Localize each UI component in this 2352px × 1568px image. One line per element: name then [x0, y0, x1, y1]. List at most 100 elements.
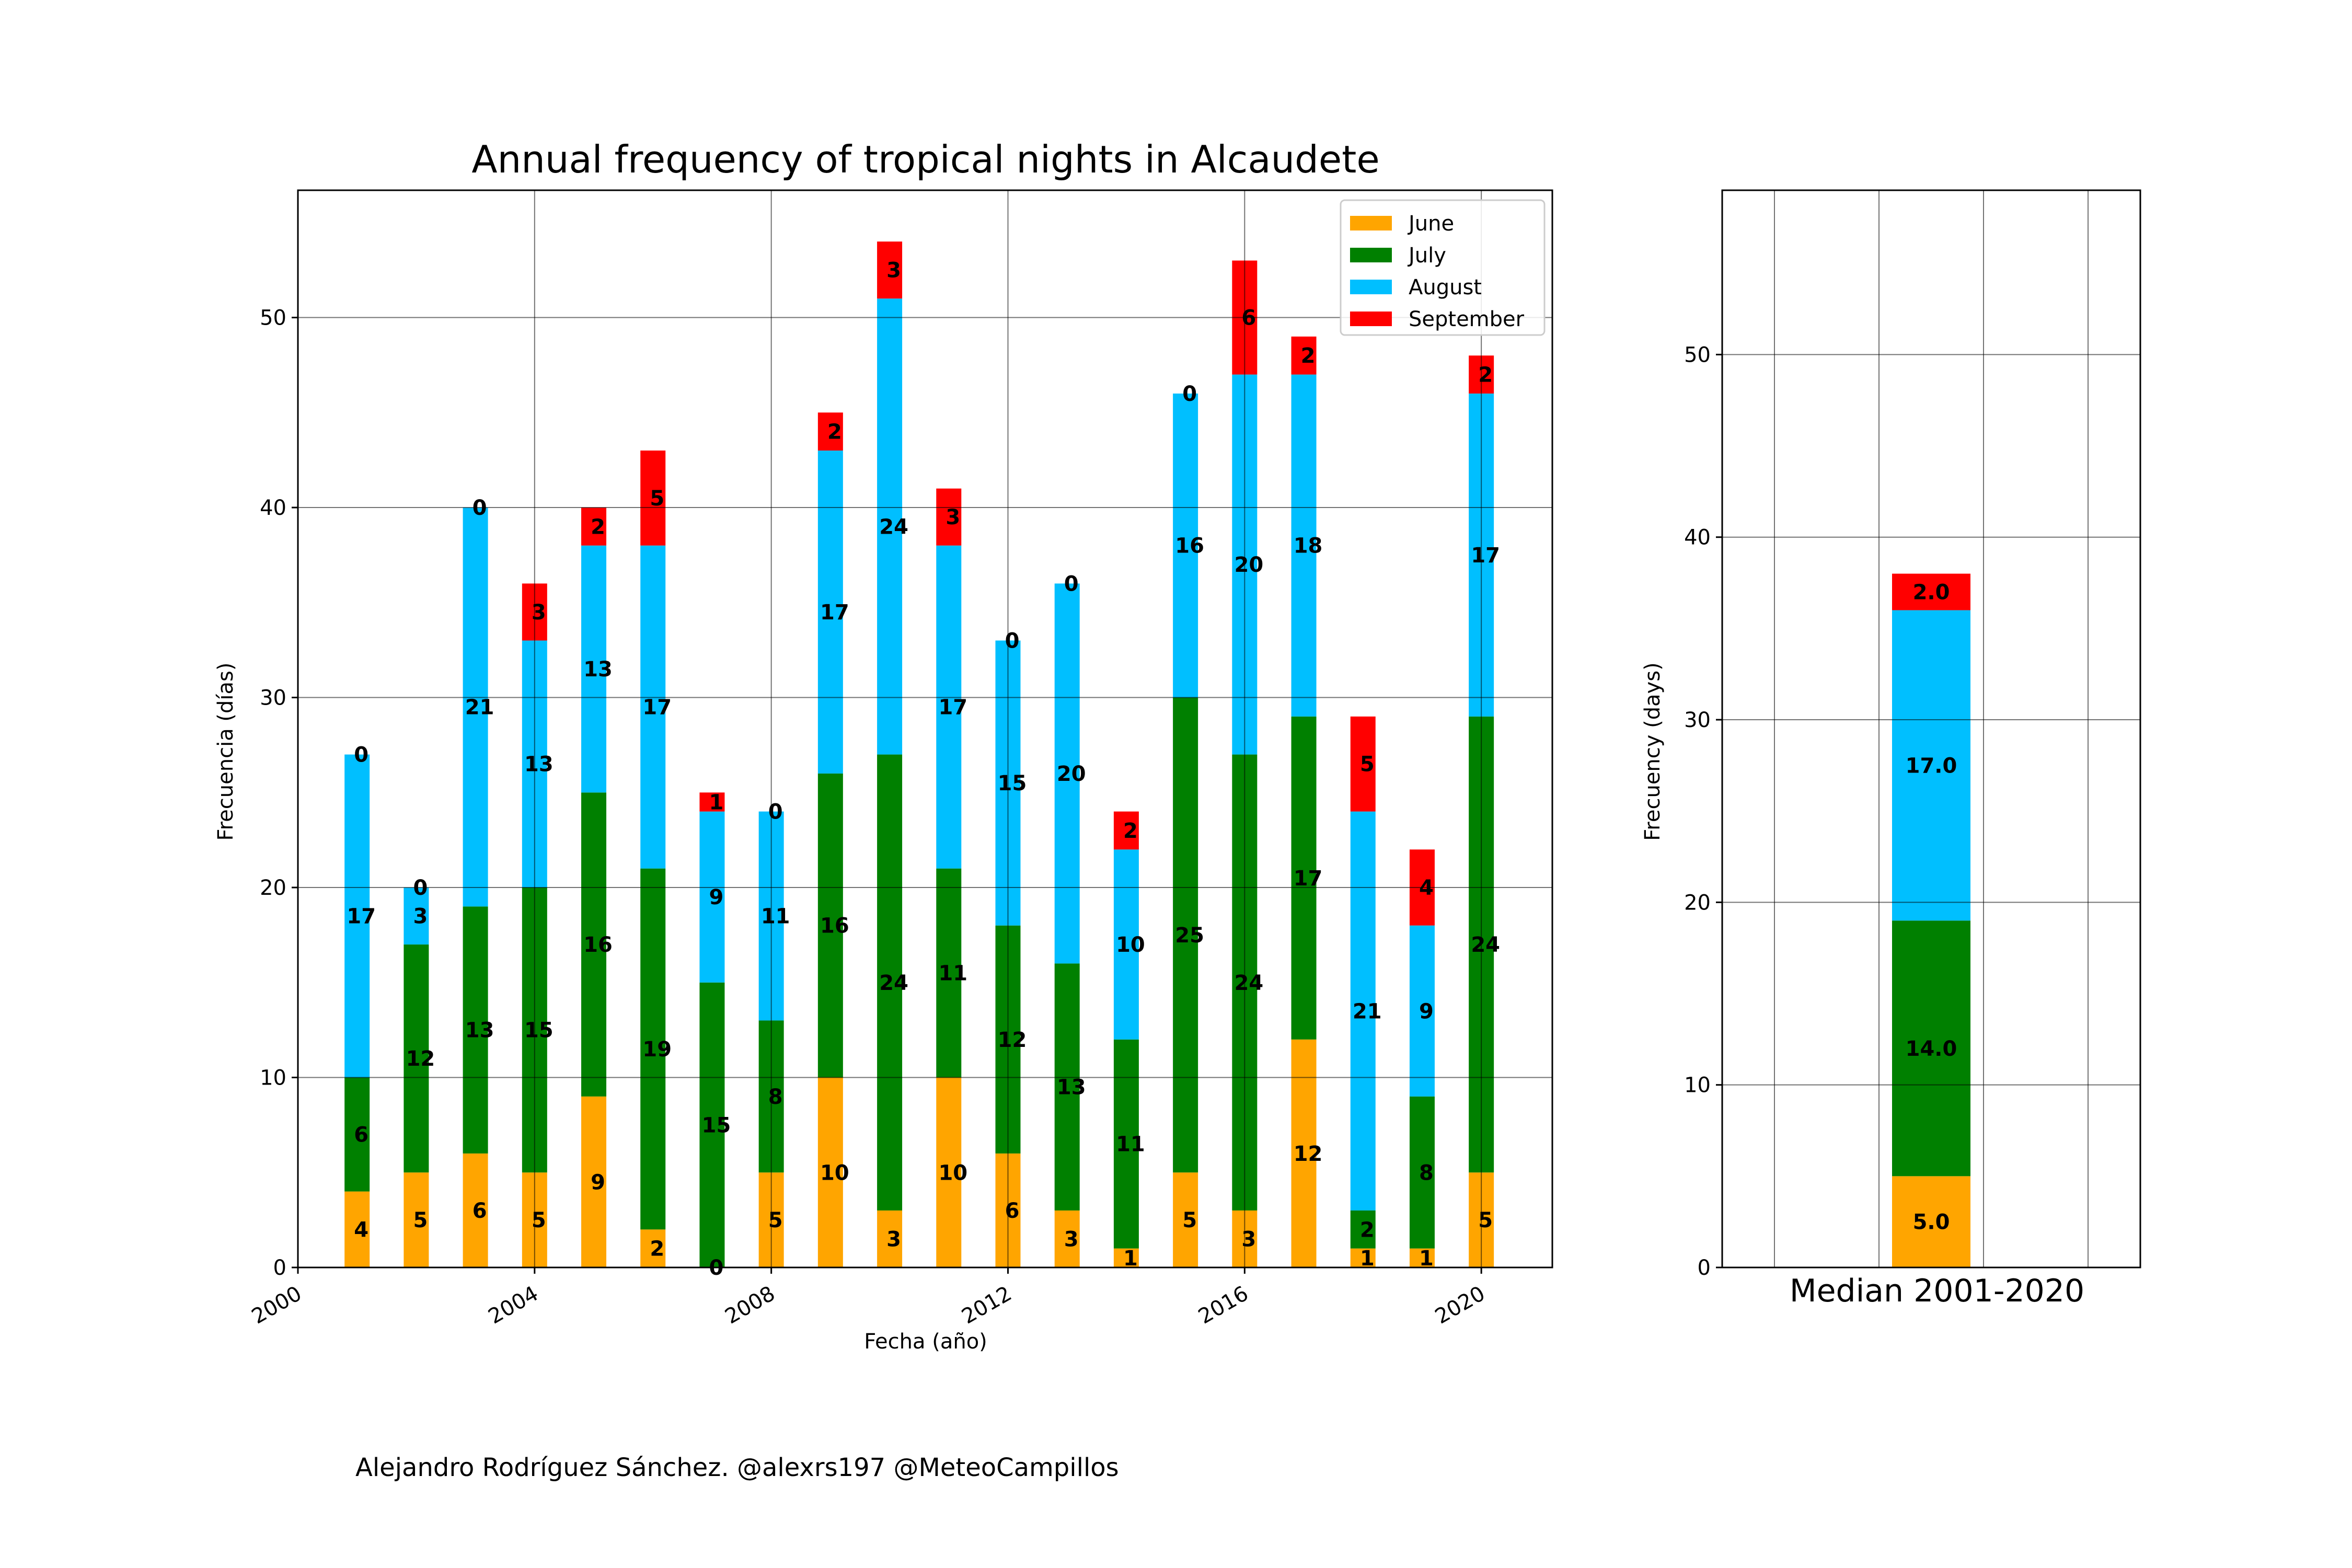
bar-value-label-september-2010: 3 [886, 259, 901, 283]
x-tick-label: 2016 [1194, 1282, 1252, 1329]
bar-value-label-august-2001: 17 [347, 905, 376, 929]
legend-swatch-september [1350, 312, 1392, 326]
legend-swatch-july [1350, 248, 1392, 262]
y-tick-label: 40 [260, 496, 286, 520]
bar-value-label-july-2004: 15 [524, 1019, 554, 1043]
bar-june-2001 [344, 1191, 370, 1267]
bar-value-label-june-2019: 1 [1419, 1247, 1434, 1271]
bar-july-2013 [1054, 963, 1080, 1210]
median-value-label-september: 2.0 [1913, 581, 1950, 605]
bar-value-label-august-2002: 3 [413, 905, 428, 929]
bar-value-label-september-2005: 2 [591, 515, 605, 539]
legend: June July August September [1340, 199, 1546, 336]
bar-june-2014 [1113, 1248, 1139, 1267]
bar-value-label-september-2006: 5 [650, 487, 664, 511]
legend-label-july: July [1407, 244, 1446, 268]
bar-august-2015 [1173, 393, 1198, 698]
bar-september-2010 [877, 241, 903, 299]
bar-september-2011 [936, 488, 962, 546]
bar-value-label-september-2014: 2 [1123, 819, 1138, 843]
bar-value-label-august-2016: 20 [1234, 553, 1263, 577]
y-tick-label: 50 [260, 306, 286, 330]
bar-august-2009 [817, 450, 843, 774]
median-plot-frame [1721, 189, 2141, 1269]
bar-value-label-june-2010: 3 [886, 1227, 901, 1251]
median-stacked-bar-plot: 5.0 14.0 17.0 2.0 0 10 20 30 40 50 [1684, 189, 2141, 1280]
bar-value-label-august-2007: 9 [709, 885, 724, 909]
median-value-label-august: 17.0 [1906, 754, 1957, 778]
bar-june-2018 [1350, 1248, 1376, 1267]
bar-value-label-august-2004: 13 [524, 753, 554, 777]
bar-value-label-august-2011: 17 [938, 696, 967, 720]
bar-value-label-august-2008: 11 [761, 905, 790, 929]
bar-june-2011 [936, 1077, 962, 1267]
bar-value-label-july-2002: 12 [406, 1047, 435, 1071]
bar-july-2015 [1173, 697, 1198, 1173]
bar-august-2014 [1113, 849, 1139, 1040]
bar-value-label-june-2006: 2 [650, 1237, 664, 1261]
bar-value-label-august-2013: 20 [1057, 762, 1086, 786]
bar-august-2010 [877, 298, 903, 755]
bar-value-label-june-2011: 10 [938, 1161, 967, 1185]
bar-value-label-september-2007: 1 [709, 790, 724, 814]
y-tick-label: 20 [260, 876, 286, 900]
bar-june-2019 [1409, 1248, 1435, 1267]
y-tick-label: 10 [260, 1066, 286, 1090]
median-x-axis-label: Median 2001-2020 [1790, 1273, 2084, 1309]
legend-label-september: September [1409, 307, 1525, 331]
bar-september-2017 [1291, 336, 1317, 375]
bar-value-label-june-2014: 1 [1123, 1247, 1138, 1271]
legend-label-june: June [1407, 212, 1454, 236]
median-y-tick-label: 40 [1684, 526, 1711, 550]
bar-value-label-september-2003: 0 [472, 496, 487, 520]
bar-value-label-august-2019: 9 [1419, 999, 1434, 1023]
bar-value-label-july-2003: 13 [465, 1019, 494, 1043]
x-tick-label: 2020 [1431, 1282, 1489, 1329]
bar-july-2006 [640, 868, 666, 1230]
x-axis-label: Fecha (año) [864, 1330, 987, 1354]
bar-value-label-july-2009: 16 [820, 914, 849, 938]
median-y-tick-label: 20 [1684, 891, 1711, 915]
bar-value-label-august-2010: 24 [879, 515, 908, 539]
bar-july-2014 [1113, 1039, 1139, 1249]
bar-august-2001 [344, 754, 370, 1078]
bar-september-2014 [1113, 811, 1139, 850]
bar-value-label-july-2012: 12 [998, 1028, 1027, 1052]
bar-july-2009 [817, 773, 843, 1078]
bar-july-2002 [403, 944, 429, 1173]
bar-august-2011 [936, 545, 962, 869]
bar-july-2019 [1409, 1096, 1435, 1249]
bar-value-label-july-2011: 11 [938, 962, 967, 986]
bar-value-label-june-2003: 6 [472, 1199, 487, 1223]
bar-july-2001 [344, 1077, 370, 1192]
bar-value-label-august-2015: 16 [1175, 534, 1204, 558]
bar-value-label-june-2013: 3 [1064, 1227, 1079, 1251]
bar-august-2005 [581, 545, 607, 793]
bar-value-label-august-2006: 17 [642, 696, 672, 720]
bar-august-2017 [1291, 374, 1317, 717]
legend-swatch-august [1350, 280, 1392, 294]
median-value-label-july: 14.0 [1906, 1037, 1957, 1061]
bar-value-label-july-2001: 6 [354, 1123, 368, 1147]
bar-value-label-july-2020: 24 [1471, 933, 1500, 957]
bar-value-label-september-2009: 2 [827, 420, 842, 444]
legend-swatch-june [1350, 216, 1392, 230]
bar-value-label-september-2019: 4 [1419, 876, 1434, 900]
bar-value-label-june-2009: 10 [820, 1161, 849, 1185]
bar-value-label-september-2018: 5 [1360, 753, 1375, 777]
bar-value-label-august-2018: 21 [1353, 999, 1382, 1023]
x-tick-label: 2004 [485, 1282, 543, 1329]
bar-value-label-june-2004: 5 [532, 1208, 546, 1232]
bar-august-2007 [699, 811, 725, 983]
bar-september-2005 [581, 508, 607, 546]
bar-june-2010 [877, 1210, 903, 1267]
median-value-label-june: 5.0 [1913, 1210, 1950, 1235]
bar-value-label-june-2020: 5 [1478, 1208, 1493, 1232]
bar-value-label-july-2005: 16 [583, 933, 613, 957]
bar-july-2005 [581, 792, 607, 1097]
legend-label-august: August [1409, 275, 1482, 299]
median-y-tick-label: 50 [1684, 343, 1711, 367]
bar-value-label-june-2012: 6 [1005, 1199, 1020, 1223]
median-y-tick-label: 10 [1684, 1074, 1711, 1098]
